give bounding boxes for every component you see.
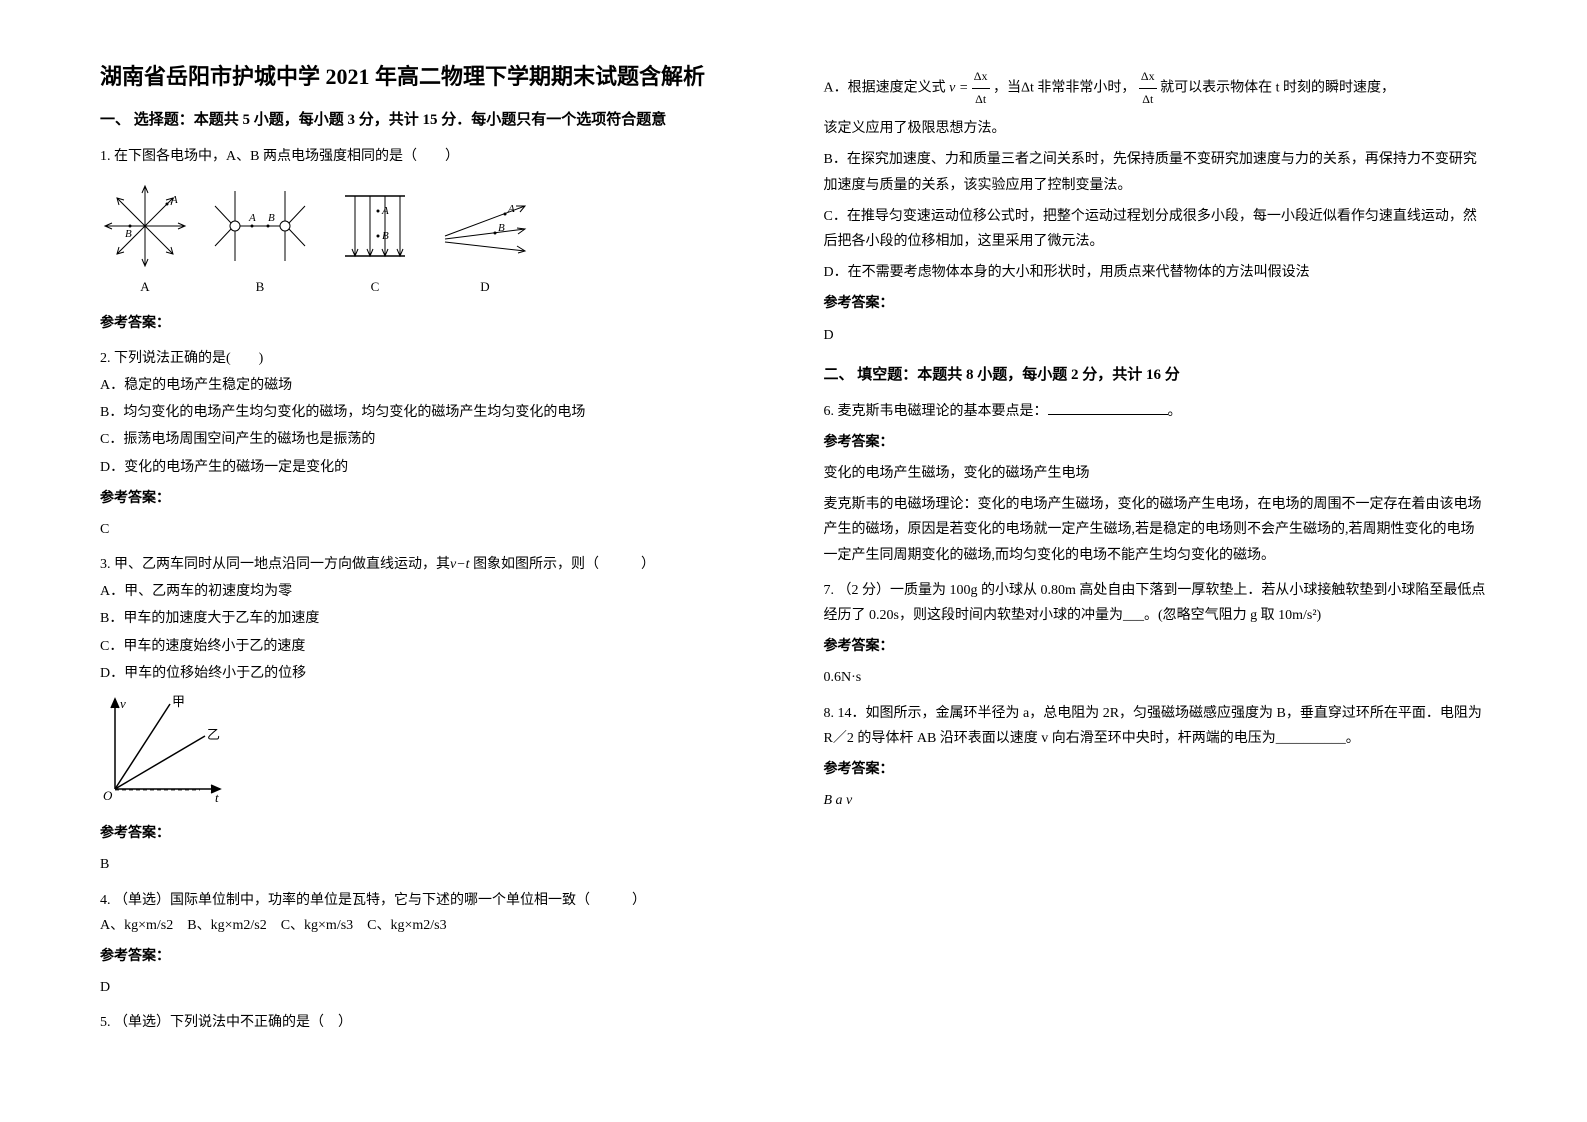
q2-answer-label: 参考答案： — [100, 486, 764, 511]
q5-opt-a-line2: 该定义应用了极限思想方法。 — [824, 116, 1488, 141]
q5a-dt: Δt — [1021, 80, 1034, 95]
q3-opt-b: B．甲车的加速度大于乙车的加速度 — [100, 606, 764, 631]
graph-v-label: v — [120, 696, 126, 711]
question-4: 4. （单选）国际单位制中，功率的单位是瓦特，它与下述的哪一个单位相一致（ ） … — [100, 888, 764, 1001]
q5-opt-a: A．根据速度定义式 v = ΔxΔt ，当Δt 非常非常小时， ΔxΔt 就可以… — [824, 66, 1488, 110]
diagram-a-label: A — [100, 275, 190, 298]
section2-heading: 二、 填空题：本题共 8 小题，每小题 2 分，共计 16 分 — [824, 362, 1488, 389]
q5a-den2: Δt — [1139, 89, 1157, 111]
q6-stem-suffix: 。 — [1168, 404, 1182, 419]
left-column: 湖南省岳阳市护城中学 2021 年高二物理下学期期末试题含解析 一、 选择题：本… — [100, 60, 764, 1062]
diagram-b: A B B — [210, 181, 310, 298]
q4-options: A、kg×m/s2 B、kg×m2/s2 C、kg×m/s3 C、kg×m2/s… — [100, 913, 764, 938]
q6-stem: 6. 麦克斯韦电磁理论的基本要点是： — [824, 404, 1048, 419]
q4-answer: D — [100, 975, 764, 1000]
q3-opt-a: A．甲、乙两车的初速度均为零 — [100, 579, 764, 604]
right-column: A．根据速度定义式 v = ΔxΔt ，当Δt 非常非常小时， ΔxΔt 就可以… — [824, 60, 1488, 1062]
q2-answer: C — [100, 517, 764, 542]
q3-opt-c: C．甲车的速度始终小于乙的速度 — [100, 634, 764, 659]
q8-answer: B a v — [824, 788, 1488, 813]
q6-stem-line: 6. 麦克斯韦电磁理论的基本要点是： 。 — [824, 399, 1488, 424]
q3-answer-label: 参考答案： — [100, 821, 764, 846]
graph-t-label: t — [215, 790, 219, 804]
svg-text:B: B — [382, 230, 389, 242]
q3-stem: 3. 甲、乙两车同时从同一地点沿同一方向做直线运动，其v−t 图象如图所示，则（… — [100, 552, 764, 577]
q5-answer: D — [824, 323, 1488, 348]
q5a-mid1: ，当 — [993, 80, 1021, 95]
q5-opt-b: B．在探究加速度、力和质量三者之间关系时，先保持质量不变研究加速度与力的关系，再… — [824, 147, 1488, 197]
q3-answer: B — [100, 852, 764, 877]
question-8: 8. 14．如图所示，金属环半径为 a，总电阻为 2R，匀强磁场磁感应强度为 B… — [824, 701, 1488, 814]
q6-blank — [1048, 401, 1168, 415]
diagram-c: A B C — [330, 181, 420, 298]
diagram-d-label: D — [440, 275, 530, 298]
q2-stem: 2. 下列说法正确的是( ) — [100, 346, 764, 371]
svg-text:B: B — [498, 222, 505, 234]
q5-stem: 5. （单选）下列说法中不正确的是（ ） — [100, 1010, 764, 1035]
svg-text:A: A — [170, 194, 178, 206]
q4-stem: 4. （单选）国际单位制中，功率的单位是瓦特，它与下述的哪一个单位相一致（ ） — [100, 888, 764, 913]
graph-jia-label: 甲 — [172, 694, 185, 709]
q8-stem: 8. 14．如图所示，金属环半径为 a，总电阻为 2R，匀强磁场磁感应强度为 B… — [824, 701, 1488, 751]
question-5-stem: 5. （单选）下列说法中不正确的是（ ） — [100, 1010, 764, 1035]
question-1: 1. 在下图各电场中，A、B 两点电场强度相同的是（ ） — [100, 144, 764, 336]
graph-o-label: O — [103, 788, 113, 803]
q5-answer-label: 参考答案： — [824, 291, 1488, 316]
q4-answer-label: 参考答案： — [100, 944, 764, 969]
svg-text:A: A — [507, 203, 515, 215]
graph-yi-label: 乙 — [207, 727, 220, 742]
document-title: 湖南省岳阳市护城中学 2021 年高二物理下学期期末试题含解析 — [100, 60, 764, 93]
svg-text:A: A — [381, 205, 389, 217]
question-7: 7. （2 分）一质量为 100g 的小球从 0.80m 高处自由下落到一厚软垫… — [824, 578, 1488, 691]
q2-opt-a: A．稳定的电场产生稳定的磁场 — [100, 373, 764, 398]
q6-explain: 麦克斯韦的电磁场理论：变化的电场产生磁场，变化的磁场产生电场，在电场的周围不一定… — [824, 492, 1488, 568]
q7-answer-label: 参考答案： — [824, 634, 1488, 659]
q1-answer-label: 参考答案： — [100, 311, 764, 336]
q3-vt: v−t — [450, 557, 470, 572]
q5a-prefix: A．根据速度定义式 — [824, 80, 950, 95]
q6-answer-label: 参考答案： — [824, 430, 1488, 455]
q6-answer: 变化的电场产生磁场，变化的磁场产生电场 — [824, 461, 1488, 486]
q5a-veq: v = — [949, 80, 968, 95]
section1-heading: 一、 选择题：本题共 5 小题，每小题 3 分，共计 15 分．每小题只有一个选… — [100, 107, 764, 134]
q1-diagrams: A B A — [100, 181, 764, 298]
q2-opt-b: B．均匀变化的电场产生均匀变化的磁场，均匀变化的磁场产生均匀变化的电场 — [100, 400, 764, 425]
q5a-num1: Δx — [972, 66, 990, 89]
svg-text:B: B — [125, 228, 132, 240]
q3-stem-suffix: 图象如图所示，则（ ） — [470, 557, 656, 572]
diagram-c-label: C — [330, 275, 420, 298]
q7-answer: 0.6N·s — [824, 665, 1488, 690]
q8-answer-label: 参考答案： — [824, 757, 1488, 782]
diagram-b-label: B — [210, 275, 310, 298]
question-6: 6. 麦克斯韦电磁理论的基本要点是： 。 参考答案： 变化的电场产生磁场，变化的磁… — [824, 399, 1488, 568]
q5-opt-d: D．在不需要考虑物体本身的大小和形状时，用质点来代替物体的方法叫假设法 — [824, 260, 1488, 285]
diagram-a: A B A — [100, 181, 190, 298]
q5-opt-c: C．在推导匀变速运动位移公式时，把整个运动过程划分成很多小段，每一小段近似看作匀… — [824, 204, 1488, 254]
q5a-num2: Δx — [1139, 66, 1157, 89]
svg-text:B: B — [268, 212, 275, 224]
q5a-mid2: 非常非常小时， — [1034, 80, 1136, 95]
q3-graph: v t O 甲 乙 — [100, 694, 764, 813]
q3-opt-d: D．甲车的位移始终小于乙的位移 — [100, 661, 764, 686]
q5a-mid3: 就可以表示物体在 t 时刻的瞬时速度， — [1160, 80, 1395, 95]
q5a-formula: v = ΔxΔt — [949, 66, 989, 110]
svg-text:A: A — [248, 212, 256, 224]
q3-stem-prefix: 3. 甲、乙两车同时从同一地点沿同一方向做直线运动，其 — [100, 557, 450, 572]
q2-opt-c: C．振荡电场周围空间产生的磁场也是振荡的 — [100, 427, 764, 452]
q2-opt-d: D．变化的电场产生的磁场一定是变化的 — [100, 455, 764, 480]
question-2: 2. 下列说法正确的是( ) A．稳定的电场产生稳定的磁场 B．均匀变化的电场产… — [100, 346, 764, 542]
diagram-d: A B D — [440, 191, 530, 298]
question-3: 3. 甲、乙两车同时从同一地点沿同一方向做直线运动，其v−t 图象如图所示，则（… — [100, 552, 764, 878]
q5a-den1: Δt — [972, 89, 990, 111]
q1-stem: 1. 在下图各电场中，A、B 两点电场强度相同的是（ ） — [100, 144, 764, 169]
q7-stem: 7. （2 分）一质量为 100g 的小球从 0.80m 高处自由下落到一厚软垫… — [824, 578, 1488, 628]
